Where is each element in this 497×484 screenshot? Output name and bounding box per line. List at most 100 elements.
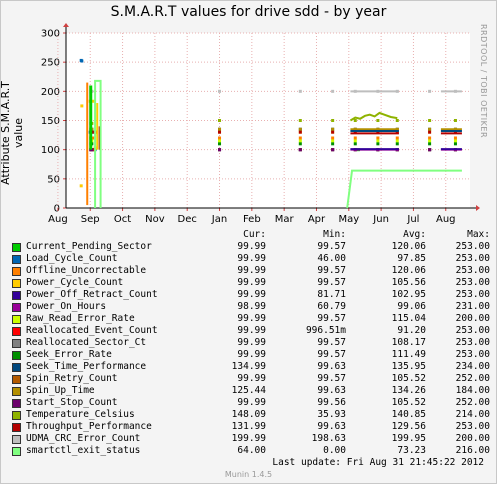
legend-cur: 125.44	[231, 385, 266, 396]
x-tick-label: Jan	[211, 214, 227, 225]
legend-cur: 99.99	[237, 277, 266, 288]
series-mark	[376, 136, 380, 140]
legend-row: Power_On_Hours 98.99 60.79 99.06 231.00	[12, 301, 490, 313]
series-mark	[376, 139, 380, 143]
legend-cur: 99.99	[237, 289, 266, 300]
legend-cur: 99.99	[237, 265, 266, 276]
legend-max: 234.00	[455, 361, 490, 372]
series-mark	[428, 119, 432, 122]
legend-avg: 105.56	[391, 277, 426, 288]
legend-header: Cur: Min: Avg: Max:	[12, 229, 490, 241]
legend-max: 184.00	[455, 385, 490, 396]
legend-min: 81.71	[317, 289, 346, 300]
legend-row: Raw_Read_Error_Rate 99.99 99.57 115.04 200.0…	[12, 313, 490, 325]
legend-max: 253.00	[455, 253, 490, 264]
legend-avg: 115.04	[391, 313, 426, 324]
legend-row: Power_Off_Retract_Count 99.99 81.71 102.95 2…	[12, 289, 490, 301]
legend-max: 200.00	[455, 313, 490, 324]
series-mark	[428, 148, 432, 152]
legend-swatch	[12, 363, 21, 372]
legend-name: Spin_Retry_Count	[26, 373, 118, 384]
legend-max: 214.00	[455, 409, 490, 420]
legend-swatch	[12, 267, 21, 276]
legend-min: 99.57	[317, 277, 346, 288]
legend-cur: 134.99	[231, 361, 266, 372]
legend-cur: 64.00	[237, 445, 266, 456]
legend-max: 252.00	[455, 373, 490, 384]
legend-name: Raw_Read_Error_Rate	[26, 313, 135, 324]
legend-name: smartctl_exit_status	[26, 445, 141, 456]
legend-swatch	[12, 399, 21, 408]
y-tick-label: 300	[41, 29, 60, 40]
series-mark	[298, 136, 302, 140]
x-tick-label: Jul	[406, 214, 419, 225]
series-mark	[353, 136, 357, 140]
series-mark	[428, 136, 432, 140]
series-mark	[90, 148, 94, 152]
legend-swatch	[12, 411, 21, 420]
legend-min: 99.57	[317, 337, 346, 348]
legend-row: Reallocated_Sector_Ct 99.99 99.57 108.17 253…	[12, 337, 490, 349]
legend-cur: 199.99	[231, 433, 266, 444]
legend-name: Offline_Uncorrectable	[26, 265, 147, 276]
legend-cur: 131.99	[231, 421, 266, 432]
exit-status-line	[94, 79, 102, 208]
legend-cur: 99.99	[237, 253, 266, 264]
legend-cur: 99.99	[237, 373, 266, 384]
legend-max: 231.00	[455, 301, 490, 312]
legend-min: 198.63	[311, 433, 346, 444]
legend-row: Current_Pending_Sector 99.99 99.57 120.06 25…	[12, 241, 490, 253]
legend-header-cur: Cur:	[243, 229, 266, 240]
legend-avg: 120.06	[391, 241, 426, 252]
legend-swatch	[12, 435, 21, 444]
x-axis-arrow	[476, 205, 480, 211]
series-mark	[428, 89, 432, 93]
x-tick-label: Sep	[81, 214, 100, 225]
legend-row: Load_Cycle_Count 99.99 46.00 97.85 253.00	[12, 253, 490, 265]
legend-cur: 99.99	[237, 337, 266, 348]
legend-max: 253.00	[455, 421, 490, 432]
legend-header-avg: Avg:	[403, 229, 426, 240]
series-mark	[428, 142, 432, 146]
legend-avg: 199.95	[391, 433, 426, 444]
series-mark	[331, 119, 335, 122]
series-mark	[353, 139, 357, 143]
legend-min: 46.00	[317, 253, 346, 264]
exit-status-line-late	[346, 169, 462, 209]
y-tick-label: 0	[54, 204, 60, 215]
legend-avg: 105.52	[391, 373, 426, 384]
legend-row: Start_Stop_Count 99.99 99.56 105.52 252.00	[12, 397, 490, 409]
x-tick-label: Jun	[372, 214, 389, 225]
legend-max: 200.00	[455, 433, 490, 444]
legend-max: 253.00	[455, 241, 490, 252]
x-tick-label: Aug	[48, 214, 68, 225]
legend-min: 99.57	[317, 313, 346, 324]
temperature-line	[349, 111, 398, 122]
legend-row: Throughput_Performance 131.99 99.63 129.56 2…	[12, 421, 490, 433]
series-mark	[79, 184, 83, 188]
series-mark	[298, 142, 302, 146]
series-mark	[353, 142, 357, 146]
legend-max: 253.00	[455, 289, 490, 300]
series-mark	[428, 130, 432, 134]
legend-swatch	[12, 315, 21, 324]
legend-name: Seek_Error_Rate	[26, 349, 112, 360]
legend-swatch	[12, 243, 21, 252]
legend-cur: 99.99	[237, 325, 266, 336]
series-mark	[395, 119, 399, 122]
y-tick-label: 200	[41, 87, 60, 98]
legend-swatch	[12, 351, 21, 360]
legend-avg: 140.85	[391, 409, 426, 420]
legend: Cur: Min: Avg: Max: Current_Pending_Sect…	[12, 229, 490, 457]
x-tick-label: Aug	[436, 214, 456, 225]
legend-min: 0.00	[323, 445, 346, 456]
legend-avg: 111.49	[391, 349, 426, 360]
legend-swatch	[12, 255, 21, 264]
legend-name: Seek_Time_Performance	[26, 361, 147, 372]
legend-row: smartctl_exit_status 64.00 0.00 73.23 216.00	[12, 445, 490, 457]
series-mark	[298, 127, 302, 131]
legend-name: Load_Cycle_Count	[26, 253, 118, 264]
sep-yellow-bar	[96, 103, 99, 150]
series-mark	[218, 142, 222, 146]
series-mark	[298, 148, 302, 152]
